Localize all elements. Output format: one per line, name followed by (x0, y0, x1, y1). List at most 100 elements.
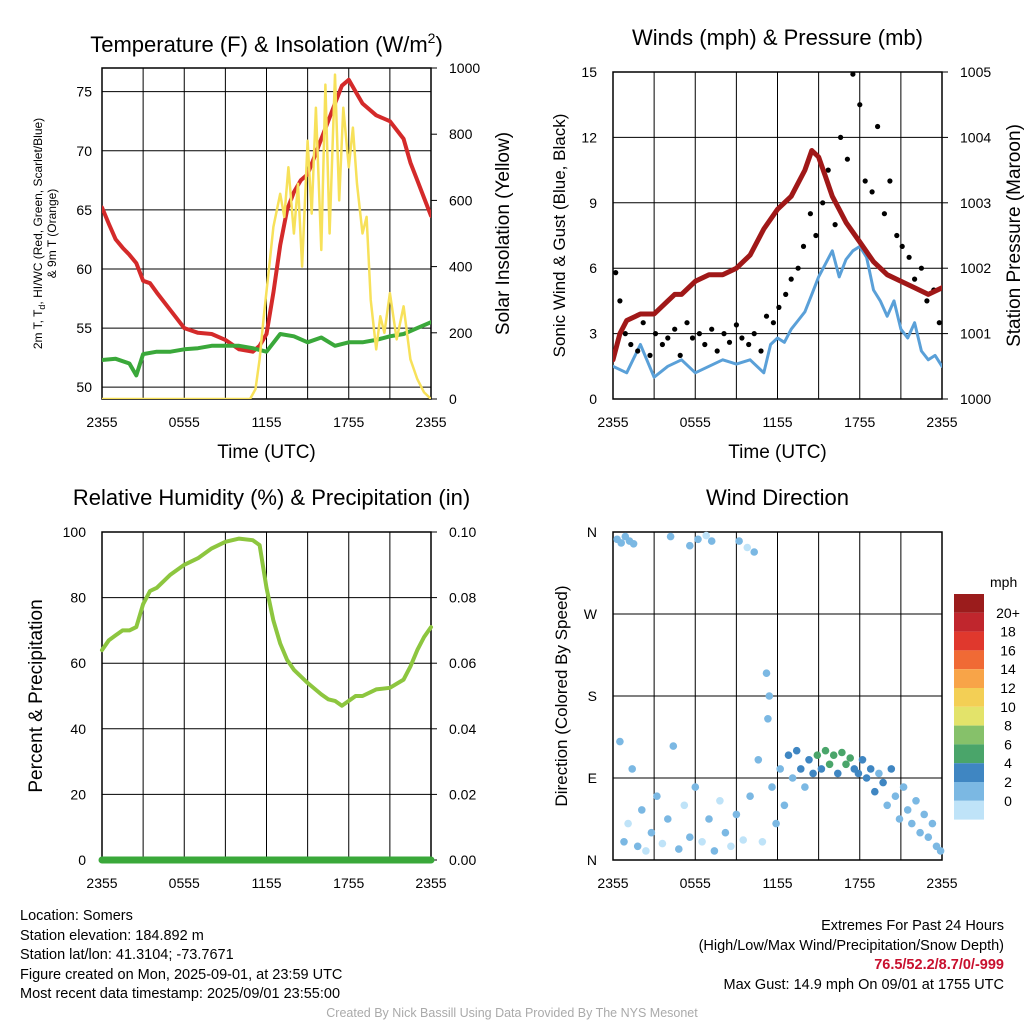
chart-title: Temperature (F) & Insolation (W/m2) (90, 30, 443, 57)
y-tick-label: 50 (76, 379, 92, 395)
direction-point (866, 765, 875, 773)
y2-tick-label: 600 (449, 192, 473, 208)
chart-title: Relative Humidity (%) & Precipitation (i… (73, 485, 470, 510)
gust-point (887, 178, 893, 184)
direction-point (721, 828, 730, 837)
chart-title: Winds (mph) & Pressure (mb) (632, 25, 923, 50)
direction-point (642, 847, 650, 855)
colorbar-unit: mph (990, 574, 1017, 590)
direction-point (754, 756, 763, 764)
gust-point (924, 298, 930, 304)
gust-point (672, 326, 678, 332)
y-tick-label: 40 (70, 721, 86, 737)
direction-point (750, 548, 758, 556)
wind-pressure-chart: Winds (mph) & Pressure (mb) 0 3 6 9 12 15 2355 0… (550, 25, 1024, 463)
colorbar-label: 6 (1004, 736, 1012, 752)
direction-point (825, 760, 834, 769)
direction-point (842, 760, 850, 769)
y-tick-label: 100 (63, 524, 87, 540)
x-tick-label: 1155 (251, 875, 281, 891)
direction-point (895, 815, 904, 823)
direction-point (743, 543, 752, 552)
colorbar-swatch (954, 763, 984, 782)
x-tick-label: 1755 (333, 414, 364, 430)
direction-point (862, 774, 871, 782)
direction-point (647, 828, 656, 837)
direction-point (813, 751, 822, 759)
x-tick-label: 1155 (762, 875, 792, 891)
colorbar-label: 20+ (996, 605, 1020, 621)
rh-line (100, 536, 433, 708)
direction-point (768, 783, 776, 791)
y2-tick-label: 0.04 (449, 721, 476, 737)
colorbar-swatch (954, 688, 984, 707)
y2-tick-label: 1004 (960, 129, 991, 145)
y2-tick-label: 0 (449, 391, 457, 407)
gust-point (776, 304, 782, 310)
temperature-line (102, 77, 431, 354)
y2-tick-label: 0.02 (449, 786, 476, 802)
direction-point (788, 774, 797, 782)
extremes-panel: Extremes For Past 24 Hours (High/Low/Max… (699, 917, 1004, 995)
gust-point (628, 341, 634, 348)
y-tick-label: 55 (76, 320, 92, 336)
elevation-text: Station elevation: 184.892 m (20, 927, 204, 944)
y-tick-label: 60 (76, 261, 92, 277)
gust-point (635, 348, 641, 354)
direction-point (805, 756, 813, 764)
direction-point (912, 797, 920, 805)
gust-point (862, 178, 868, 184)
direction-point (792, 746, 801, 755)
direction-point (675, 845, 683, 853)
x-tick-label: 1755 (333, 875, 364, 891)
x-axis-label: Time (UTC) (728, 442, 827, 463)
gust-point (770, 320, 777, 326)
gust-point (659, 341, 666, 348)
gust-point (800, 243, 807, 249)
colorbar-swatch (954, 631, 984, 651)
colorbar-swatch (954, 650, 984, 670)
direction-point (664, 815, 672, 823)
direction-point (875, 769, 883, 778)
colorbar-label: 10 (1000, 699, 1016, 715)
speed-colorbar: mph 20+ 18 16 14 12 10 8 6 4 2 0 (954, 574, 1020, 820)
x-tick-label: 1155 (251, 414, 281, 430)
direction-point (739, 836, 747, 844)
direction-point (732, 810, 741, 819)
direction-point (617, 539, 625, 547)
x-tick-label: 0555 (680, 875, 711, 891)
x-tick-label: 0555 (680, 414, 711, 430)
direction-point (758, 838, 767, 846)
x-tick-label: 2355 (926, 414, 957, 430)
x-tick-label: 2355 (926, 875, 957, 891)
extremes-values: 76.5/52.2/8.7/0/-999 (874, 957, 1004, 973)
gust-point (875, 123, 881, 130)
direction-point (776, 765, 784, 773)
series-group (98, 536, 435, 864)
gust-point (906, 254, 912, 260)
direction-point (834, 769, 842, 778)
y-tick-label: 9 (589, 195, 597, 211)
y-tick-label: S (588, 688, 597, 704)
colorbar-label: 12 (1000, 680, 1016, 696)
direction-point (669, 742, 678, 750)
x-tick-label: 2355 (597, 414, 628, 430)
direction-point (908, 819, 916, 828)
y-tick-label: 3 (589, 326, 597, 342)
gust-point (763, 313, 770, 319)
gust-point (881, 211, 888, 217)
y-axis-label-2: & 9m T (Orange) (45, 189, 59, 279)
y-tick-label: 20 (70, 786, 86, 802)
y-axis-label: 2m T, Td, HI/WC (Red, Green, Scarlet/Blu… (31, 118, 47, 349)
direction-point (666, 532, 675, 541)
gust-point (714, 348, 720, 354)
direction-point (887, 765, 896, 773)
humidity-precip-chart: Relative Humidity (%) & Precipitation (i… (26, 485, 476, 891)
gust-point (813, 232, 819, 239)
gust-point (918, 265, 925, 271)
gust-point (751, 331, 757, 337)
gust-point (702, 341, 708, 348)
y-axis-label: Sonic Wind & Gust (Blue, Black) (550, 114, 569, 358)
direction-point (629, 540, 638, 548)
gust-point (844, 156, 851, 162)
